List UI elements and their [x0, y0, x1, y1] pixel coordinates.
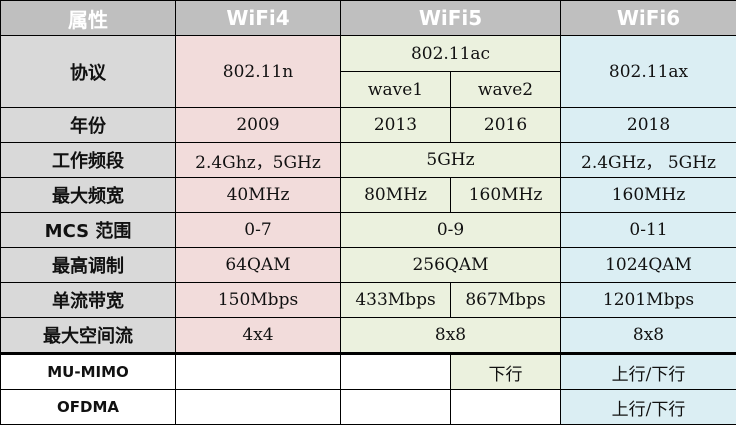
cell-wifi4: 802.11n: [175, 35, 341, 108]
cell-wifi5: 802.11ac: [339, 35, 562, 72]
cell-wave1: 433Mbps: [340, 282, 451, 318]
table-row-band: 工作频段 2.4Ghz，5GHz 5GHz 2.4GHz， 5GHz: [0, 142, 736, 178]
cell-wave2: 867Mbps: [449, 282, 562, 318]
cell-wave2: wave2: [449, 71, 562, 108]
cell-wifi6: 802.11ax: [560, 35, 736, 108]
cell-wifi5: 5GHz: [339, 142, 562, 178]
cell-wave2: 160MHz: [449, 177, 562, 213]
cell-wifi6: 上行/下行: [560, 353, 736, 390]
cell-wifi4: 150Mbps: [175, 282, 341, 318]
cell-wifi5: 0-9: [339, 212, 562, 248]
cell-wifi4: 4x4: [175, 317, 341, 355]
table-row-bandwidth: 最大频宽 40MHz 80MHz 160MHz 160MHz: [0, 177, 736, 213]
cell-wifi4: 2009: [175, 107, 341, 143]
cell-wifi6: 1024QAM: [560, 247, 736, 283]
cell-wifi5: 8x8: [339, 317, 562, 355]
cell-wifi6: 上行/下行: [560, 389, 736, 425]
cell-wave1: [340, 389, 451, 425]
cell-wifi4: 40MHz: [175, 177, 341, 213]
cell-wifi6: 0-11: [560, 212, 736, 248]
row-label: 工作频段: [0, 142, 176, 178]
table-row-stream-rate: 单流带宽 150Mbps 433Mbps 867Mbps 1201Mbps: [0, 282, 736, 318]
row-label: 最高调制: [0, 247, 176, 283]
cell-wifi6: 160MHz: [560, 177, 736, 213]
table-row-mcs: MCS 范围 0-7 0-9 0-11: [0, 212, 736, 248]
table-row-mumimo: MU-MIMO 下行 上行/下行: [0, 353, 736, 390]
table-row-protocol: 协议 802.11n 802.11ac 802.11ax: [0, 35, 736, 108]
cell-wave2: 下行: [449, 353, 562, 390]
row-label: MCS 范围: [0, 212, 176, 248]
cell-wave1: 2013: [340, 107, 451, 143]
table-row-ofdma: OFDMA 上行/下行: [0, 389, 736, 425]
table-row-modulation: 最高调制 64QAM 256QAM 1024QAM: [0, 247, 736, 283]
cell-wave2: 2016: [449, 107, 562, 143]
header-wifi4: WiFi4: [175, 0, 341, 36]
cell-wifi4: [175, 353, 341, 390]
row-label: 最大频宽: [0, 177, 176, 213]
cell-wave1: 80MHz: [340, 177, 451, 213]
cell-wifi4: 2.4Ghz，5GHz: [175, 142, 341, 178]
row-label: 最大空间流: [0, 317, 176, 355]
row-label: OFDMA: [0, 389, 176, 425]
header-wifi5: WiFi5: [339, 0, 562, 36]
cell-wifi4: 0-7: [175, 212, 341, 248]
cell-wave1: [340, 353, 451, 390]
table-row-protocol-waves: wave1 wave2: [1, 71, 736, 108]
cell-wifi6: 8x8: [560, 317, 736, 355]
cell-wave2: [449, 389, 562, 425]
table-row-year: 年份 2009 2013 2016 2018: [0, 107, 736, 143]
row-label: MU-MIMO: [0, 353, 176, 390]
row-label: 年份: [0, 107, 176, 143]
cell-wave1: wave1: [340, 71, 451, 108]
header-attr: 属性: [0, 0, 176, 36]
cell-wifi6: 2.4GHz， 5GHz: [560, 142, 736, 178]
table-row-streams: 最大空间流 4x4 8x8 8x8: [0, 317, 736, 355]
cell-wifi4: [175, 389, 341, 425]
row-label: 单流带宽: [0, 282, 176, 318]
row-label: 协议: [0, 35, 176, 108]
cell-wifi6: 2018: [560, 107, 736, 143]
cell-wifi5: 256QAM: [339, 247, 562, 283]
cell-wifi4: 64QAM: [175, 247, 341, 283]
header-wifi6: WiFi6: [560, 0, 736, 36]
header-row: 属性 WiFi4 WiFi5 WiFi6: [0, 0, 736, 36]
cell-wifi6: 1201Mbps: [560, 282, 736, 318]
